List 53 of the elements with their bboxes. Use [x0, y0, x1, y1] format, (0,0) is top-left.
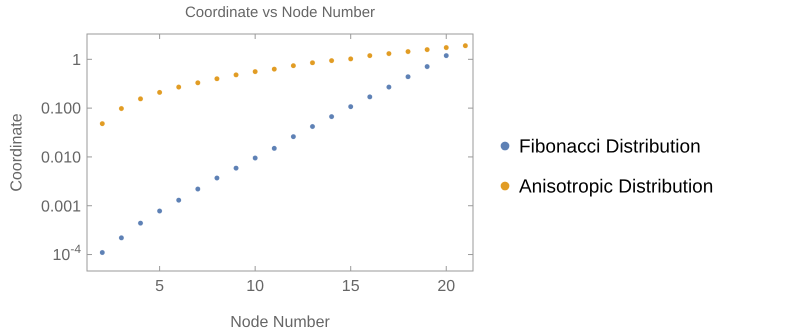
point	[386, 50, 392, 56]
point	[443, 44, 450, 50]
legend-label: Fibonacci Distribution	[519, 136, 701, 158]
point	[118, 234, 124, 241]
point	[233, 72, 239, 78]
point	[424, 64, 430, 70]
y-tick-label: 10$^{-4}$	[52, 242, 82, 264]
point	[328, 58, 334, 64]
point	[214, 76, 220, 82]
point	[252, 68, 258, 74]
y-tick-label: 0.001	[40, 198, 82, 216]
point	[290, 134, 296, 140]
point	[366, 94, 373, 100]
point	[424, 46, 430, 52]
point	[176, 197, 182, 204]
point	[443, 52, 450, 58]
point	[310, 124, 316, 130]
x-axis-title: Node Number	[230, 314, 330, 331]
x-tick-label: 15	[342, 278, 360, 295]
x-tick-label: 10	[246, 278, 264, 295]
point	[366, 52, 373, 58]
point	[156, 90, 162, 96]
point	[405, 48, 411, 54]
point	[138, 220, 144, 226]
point	[233, 165, 239, 171]
point	[405, 74, 411, 80]
point	[138, 96, 144, 102]
point	[118, 106, 124, 112]
y-axis-title: Coordinate	[8, 113, 26, 192]
point	[462, 42, 468, 49]
point	[290, 62, 296, 69]
point	[348, 56, 354, 62]
point	[156, 208, 162, 214]
point	[386, 84, 392, 90]
point	[348, 104, 354, 110]
point	[194, 80, 201, 86]
point	[271, 145, 278, 152]
y-tick-label: 0.100	[40, 100, 82, 118]
point	[252, 155, 258, 161]
point	[176, 84, 182, 90]
point	[271, 66, 278, 72]
point	[99, 120, 106, 127]
point	[328, 114, 334, 120]
point	[214, 175, 220, 181]
x-tick-label: 5	[155, 278, 164, 295]
point	[99, 250, 106, 256]
x-tick-label: 20	[437, 278, 456, 295]
point	[194, 186, 201, 192]
y-tick-label: 0.010	[40, 150, 82, 167]
point	[310, 60, 316, 66]
chart-title: Coordinate vs Node Number	[184, 4, 376, 21]
legend-label: Anisotropic Distribution	[519, 176, 714, 198]
y-tick-label: 1	[72, 52, 82, 69]
